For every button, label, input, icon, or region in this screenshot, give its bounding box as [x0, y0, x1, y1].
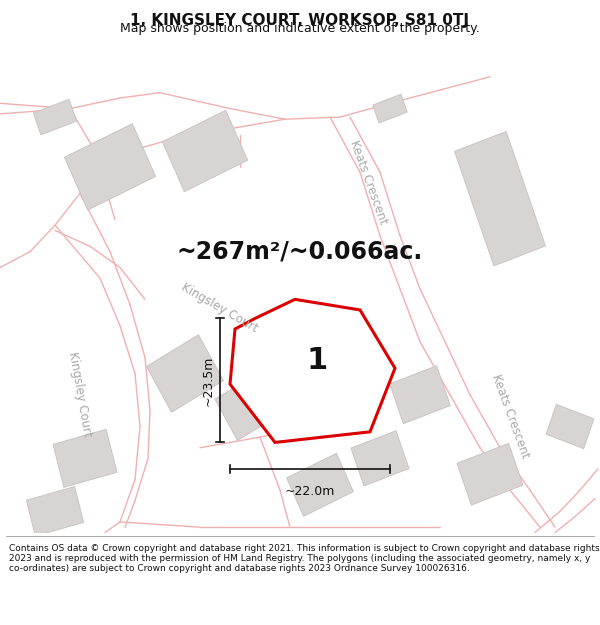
- Text: ~22.0m: ~22.0m: [285, 485, 335, 498]
- Text: 1: 1: [306, 346, 328, 375]
- Polygon shape: [454, 131, 545, 266]
- Text: Map shows position and indicative extent of the property.: Map shows position and indicative extent…: [120, 22, 480, 35]
- Polygon shape: [389, 366, 451, 424]
- Text: 1, KINGSLEY COURT, WORKSOP, S81 0TJ: 1, KINGSLEY COURT, WORKSOP, S81 0TJ: [131, 14, 470, 29]
- Polygon shape: [215, 370, 285, 441]
- Polygon shape: [162, 111, 248, 192]
- Polygon shape: [53, 429, 117, 488]
- Polygon shape: [373, 94, 407, 123]
- Polygon shape: [64, 124, 155, 210]
- Text: Keats Crescent: Keats Crescent: [347, 139, 389, 226]
- Text: Kingsley Court: Kingsley Court: [66, 351, 94, 438]
- Polygon shape: [351, 431, 409, 486]
- Text: ~267m²/~0.066ac.: ~267m²/~0.066ac.: [177, 239, 423, 264]
- Polygon shape: [34, 99, 77, 135]
- Polygon shape: [546, 404, 594, 449]
- Text: Contains OS data © Crown copyright and database right 2021. This information is : Contains OS data © Crown copyright and d…: [9, 544, 599, 573]
- Polygon shape: [26, 486, 83, 536]
- Polygon shape: [287, 453, 353, 516]
- Polygon shape: [146, 335, 223, 412]
- Text: ~23.5m: ~23.5m: [202, 355, 215, 406]
- Polygon shape: [230, 299, 395, 442]
- Text: Kingsley Court: Kingsley Court: [179, 281, 260, 335]
- Text: Keats Crescent: Keats Crescent: [489, 372, 531, 459]
- Polygon shape: [457, 443, 523, 505]
